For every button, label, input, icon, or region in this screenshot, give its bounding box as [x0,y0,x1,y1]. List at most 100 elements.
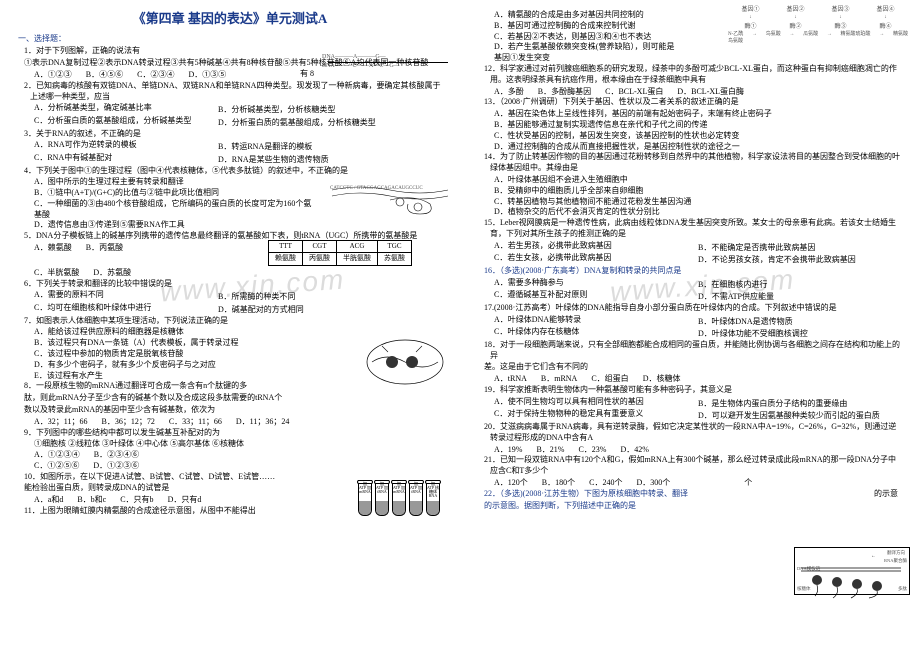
q10-opt-a: A．a和d [34,495,63,506]
q10-opt-d: D．只有d [168,495,202,506]
q19-opt-b: B．是生物体内蛋白质分子结构的重要缘由 [698,399,902,410]
tube-d: 加 ATP 加tRNA [409,480,423,516]
q22-lbl-ribo: 核糖体 [797,586,811,592]
q5-th2: CGT [303,240,337,252]
tube-c: 加 ATP 加mRNA [392,480,406,516]
q13-opt-b: B．基因能够通过复制实现遗传信息在亲代和子代之间的传递 [494,120,902,131]
q9-opts-line: ①细胞核 ②线粒体 ③叶绿体 ④中心体 ⑤高尔基体 ⑥核糖体 [34,439,442,450]
q1-side-note: 有 8 [306,69,314,80]
q5-td4: 苏氨酸 [378,253,412,265]
q3: 3．关于RNA的叙述，不正确的是 [24,129,442,140]
q15-opt-b: B．不能确定是否携带此致病基因 [698,243,902,254]
q18: 18．对于一段细胞两端来说，只有全部细胞都能合成相同的蛋白质，并能随比例协调与各… [484,340,902,362]
q8-opt-a: A．32；11；66 [34,417,87,428]
q10-opt-b: B．b和c [77,495,106,506]
q5-td2: 丙氨酸 [303,253,337,265]
q5-td3: 半胱氨酸 [337,253,378,265]
q22-fig-arrow-label: ← [871,554,876,559]
q5-th4: TGC [378,240,412,252]
q3-opt-b: B．转运RNA是翻译的模板 [218,142,442,153]
q18-opt-a: A．tRNA [494,374,527,385]
q14-opt-a: A．叶绿体基因组不会进入生殖细胞中 [494,175,902,186]
q18-opt-c: C．组蛋白 [591,374,628,385]
gene1: 基因① [741,6,759,14]
q1-opt-c: C．②③④ [137,70,174,81]
q9-opt-b: B．②③④⑥ [94,450,139,461]
q21-opt-c: C．240个 [589,478,622,489]
q5-opt-d: D．苏氨酸 [93,268,131,279]
q21-options: A．120个 B．180个 C．240个 D．300个 个 [494,478,902,489]
gene-pathway-figure: 基因① 基因② 基因③ 基因④ ↓↓↓↓ 酶① 酶② 酶③ 酶④ N-乙酰→ 鸟… [728,6,908,45]
q12: 12．科学家通过对前列腺癌细胞系的研究发现，绿茶中的多酚可减少BCL-XL蛋白，… [484,64,902,86]
enz2: 酶② [789,23,801,31]
q13-opt-a: A．基因在染色体上呈线性排列，基因的前端有起始密码子，末端有终止密码子 [494,109,902,120]
q2-opt-d: D．分析蛋白质的氨基酸组成，分析核糖类型 [218,118,442,129]
q1-opt-d: D．①③⑤ [188,70,226,81]
q4-text: 4．下列关于图中①的生理过程（图中④代表核糖体，⑤代表多肽链）的叙述中，不正确的… [24,166,348,175]
q5-opt-c: C．半胱氨酸 [34,268,79,279]
tube-e: 加 ATP 核糖体RNA [426,480,440,516]
enz3: 酶③ [834,23,846,31]
q22b: 的示意图。据图判断，下列描述中正确的是 [484,501,902,512]
q22-lbl-pep: 多肽 [898,586,907,592]
q15: 15．Leber视网膜病是一种遗传性病，此病由线粒体DNA发生基因突变所致。某女… [484,218,902,240]
q7: 7．如图表示人体细胞中某项生理活动，下列说法正确的是 [24,316,442,327]
sub0: N-乙酰 [728,32,743,39]
sub1: 鸟氨酸 [766,32,781,39]
q1-figure: DNA———A———G— RNA———U——A—C—G— [328,54,448,69]
sub3: 精氨酸琥珀酸 [841,32,871,39]
q22-lbl-rnap: RNA聚合酶 [797,558,907,564]
q12-opt-c: C．BCL-XL蛋白 [605,87,663,98]
q14-opt-d: D．植物杂交的后代不会消灭肯定的性状分别比 [494,207,902,218]
q6-opt-d: D．碱基配对的方式相同 [218,305,442,316]
q8c: 数以及转录此mRNA的基因中至少含有碱基数，依次为 [24,405,442,416]
q14: 14．为了防止转基因作物的目的基因通过花粉转移到自然界中的其他植物，科学家设法将… [484,152,902,174]
q19-opt-d: D．可以避开发生因氨基酸种类较少而引起的蛋白质 [698,411,902,422]
q9-opt-d: D．①②③⑥ [93,461,139,472]
q17-opt-b: B．叶绿体DNA是遗传物质 [698,317,902,328]
q12-options: A．多酚 B．多酚酶基因 C．BCL-XL蛋白 D．BCL-XL蛋白酶 [494,87,902,98]
q22-tail: 的示意 [880,489,898,500]
q5-table: TTT CGT ACG TGC 赖氨酸 丙氨酸 半胱氨酸 苏氨酸 [268,240,412,266]
q17: 17.(2008·江苏高考）叶绿体的DNA能指导自身小部分蛋白质在叶绿体内的合成… [484,303,902,314]
q5-th1: TTT [269,240,303,252]
q1-sub: ①表示DNA复制过程②表示DNA转录过程③共有5种碱基④共有8种核苷酸⑤共有5种… [24,58,442,69]
q12-opt-a: A．多酚 [494,87,524,98]
q5-options-row2: C．半胱氨酸 D．苏氨酸 [34,268,442,279]
q4-fig-label: CATCGTC / GTACGAGCAGACAUGCCUC [330,186,450,191]
q19: 19．科学家推断表明生物体内一种氨基酸可能有多种密码子，其意义是 [484,385,902,396]
q1-opt-a: A．①②③ [34,70,72,81]
tube-a: 加 ATP 加mRNA [358,480,372,516]
q8b: 肽，则此mRNA分子至少含有的碱基个数以及合成这段多肽需要的tRNA个 [24,393,442,404]
gene2: 基因② [786,6,804,14]
q10-opt-c: C．只有b [120,495,153,506]
enz1: 酶① [744,23,756,31]
q18b: 差。这是由于它们含有不同的 [484,362,902,373]
q22-figure: ← 翻译方向 RNA聚合酶 DNA模板链 核糖体 多肽 [794,547,910,595]
q5: 5．DNA分子模板链上的碱基序列携带的遗传信息最终翻译的氨基酸如下表，则tRNA… [24,231,442,242]
q8-opt-c: C．33；11；66 [169,417,222,428]
r-l4b: 基因①发生突变 [494,53,902,64]
enz4: 酶④ [879,23,891,31]
q6-opt-b: B．所需酶的种类不同 [218,292,442,303]
q2-opt-b: B．分析碱基类型，分析核糖类型 [218,105,442,116]
sub4: 精氨酸 [893,32,908,39]
q16-opt-d: D．不需ATP供应能量 [698,292,902,303]
q13: 13．（2008·广州调研）下列关于基因、性状以及二者关系的叙述正确的是 [484,97,902,108]
left-column: 《第四章 基因的表达》单元测试A 一、选择题： 1．对于下列图解，正确的说法有 … [0,0,460,651]
q16-opt-b: B．在细胞核内进行 [698,280,902,291]
q20-opt-c: C．23% [578,445,606,456]
gene4: 基因④ [876,6,894,14]
q18-opt-d: D．核糖体 [643,374,681,385]
q13-opt-c: C．性状受基因的控制，基因发生突变，该基因控制的性状也必定转变 [494,131,902,142]
q8-opt-b: B．36；12；72 [101,417,154,428]
sub2: 瓜氨酸 [803,32,818,39]
q18-opt-b: B．mRNA [541,374,577,385]
sub-note: 鸟氨酸 [728,39,908,46]
q21-opt-a: A．120个 [494,478,528,489]
q22: 22．（多选)(2008·江苏生物）下图为原核细胞中转录、翻译 的示意 [484,489,902,500]
q5-opt-a: A．赖氨酸 [34,243,72,254]
q15-opt-d: D．不论男孩女孩，肯定不会携带此致病基因 [698,255,902,266]
q21-tail: 个 [744,478,752,489]
q21-opt-d: D．300个 [636,478,670,489]
